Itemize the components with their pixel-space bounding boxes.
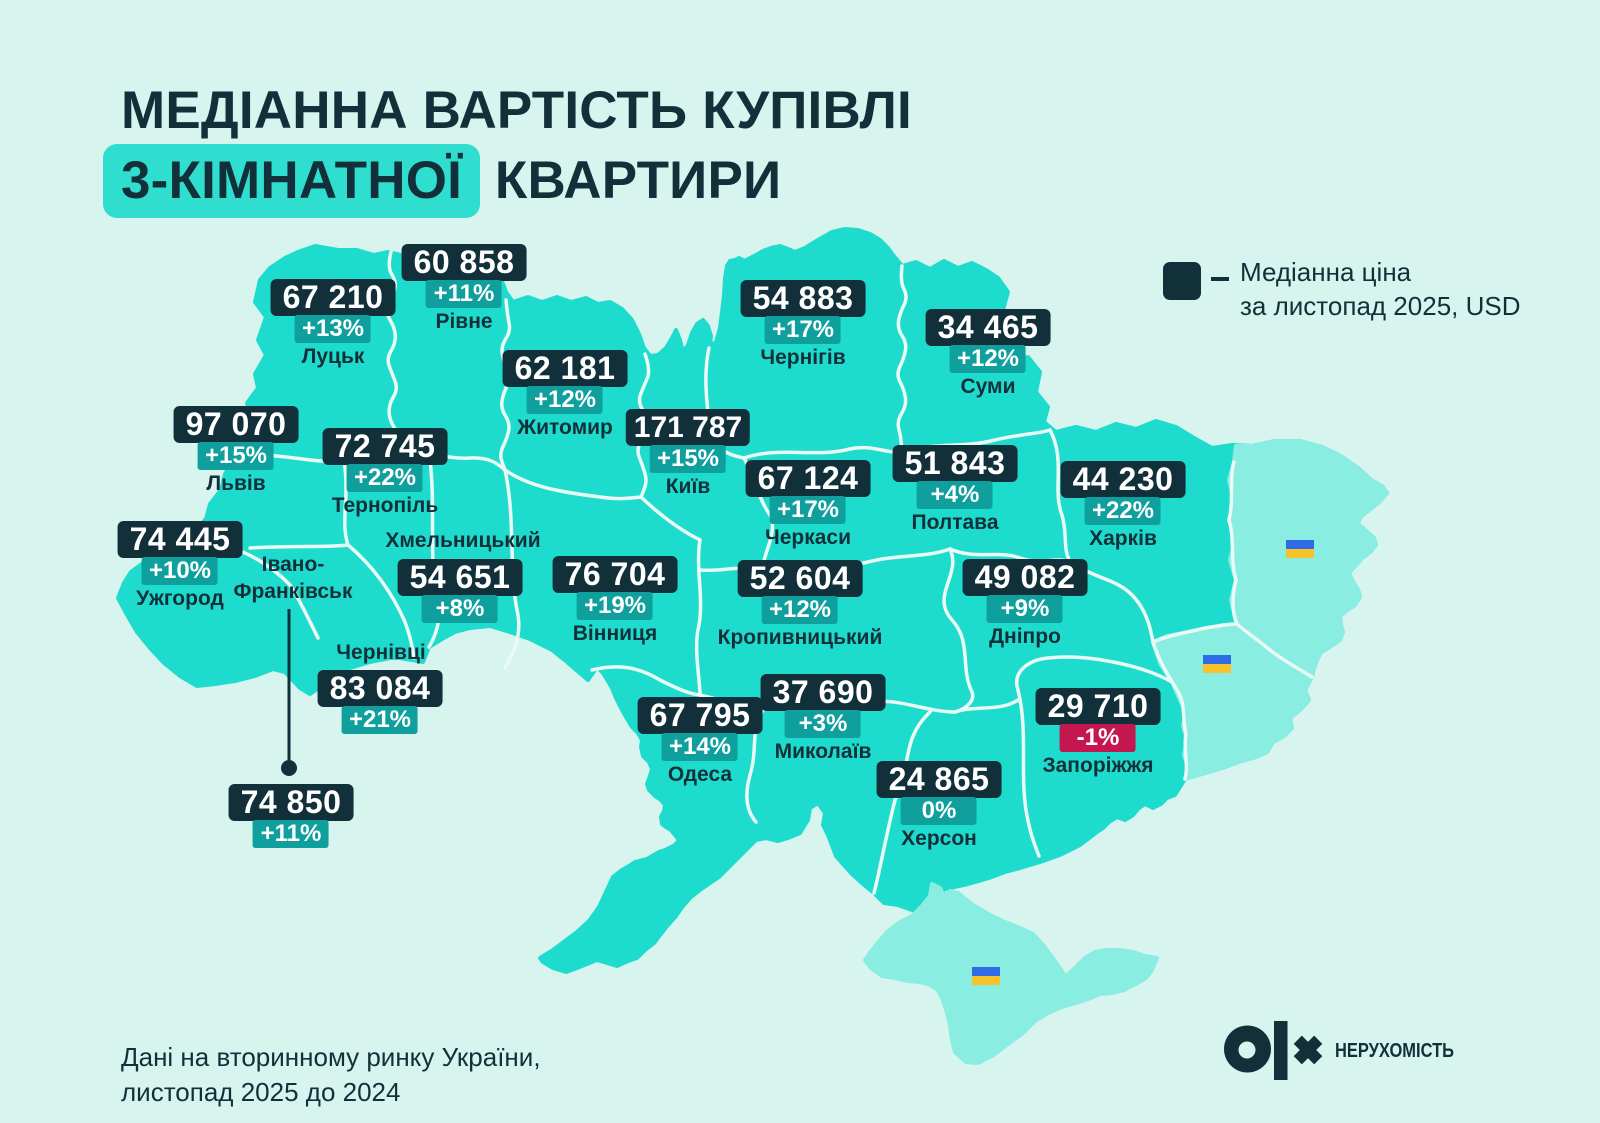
svg-text:НЕРУХОМІСТЬ: НЕРУХОМІСТЬ [1335,1040,1454,1062]
